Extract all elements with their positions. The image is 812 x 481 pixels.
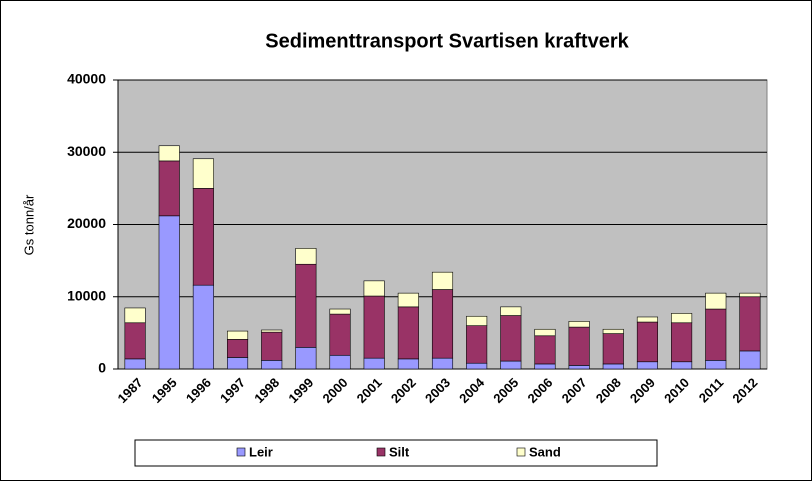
bar-segment [158,145,180,162]
bar-segment [466,362,488,370]
bar-segment [739,296,761,352]
bar-segment [466,325,488,364]
bar-segment [158,215,180,370]
bar-segment [227,339,249,358]
bar-segment [431,357,454,370]
bar-segment [192,158,214,189]
bar-segment [671,361,693,370]
bar-segment [158,160,180,217]
bar-segment [431,289,454,359]
bar-segment [534,363,556,370]
bar-segment [261,329,283,333]
bar-segment [329,354,351,370]
bar-segment [671,322,693,363]
bar-segment [295,263,317,348]
y-tick-label: 30000 [67,143,106,159]
bar-segment [500,315,522,362]
bar-segment [295,248,317,265]
bar-segment [363,357,385,370]
bar-segment [705,308,727,361]
y-tick-label: 20000 [67,215,106,231]
bar-segment [534,335,556,365]
bar-segment [739,292,761,298]
bar-segment [124,307,146,324]
y-axis-label: Gs tonn/år [21,194,36,255]
bar-segment [739,350,761,370]
bar-segment [329,313,351,356]
y-tick-label: 0 [98,360,106,376]
bar-segment [705,292,727,310]
bar-segment [329,308,351,315]
bar-segment [568,326,590,366]
bar-segment [124,358,146,370]
bar-segment [295,347,317,370]
bar-segment [636,316,658,323]
legend-swatch [376,447,386,457]
bar-segment [124,322,146,360]
bar-segment [261,331,283,361]
legend-box [134,439,658,467]
legend-swatch [236,447,246,457]
legend-label: Sand [529,444,561,459]
y-tick-label: 40000 [67,71,106,87]
legend-label: Silt [389,444,410,459]
bar-segment [636,321,658,363]
bar-segment [602,363,624,370]
legend-swatch [516,447,526,457]
bar-segment [534,328,556,337]
bar-segment [568,321,590,328]
bar-segment [227,357,249,370]
bar-segment [636,361,658,370]
bar-segment [397,292,419,308]
bar-segment [227,330,249,340]
bar-segment [397,358,419,370]
legend-label: Leir [249,444,273,459]
bar-segment [500,306,522,316]
bar-segment [363,280,385,297]
bar-segment [363,295,385,359]
bar-segment [192,284,214,370]
bar-segment [671,313,693,324]
bar-segment [602,333,624,365]
bar-segment [261,360,283,370]
bar-segment [397,306,419,360]
bar-segment [568,365,590,370]
y-tick-label: 10000 [67,287,106,303]
bar-segment [602,328,624,334]
bar-segment [500,360,522,370]
bar-segment [466,315,488,326]
bar-segment [705,360,727,370]
chart-title: Sedimenttransport Svartisen kraftverk [265,30,629,52]
bar-segment [431,271,454,290]
bar-segment [192,188,214,286]
